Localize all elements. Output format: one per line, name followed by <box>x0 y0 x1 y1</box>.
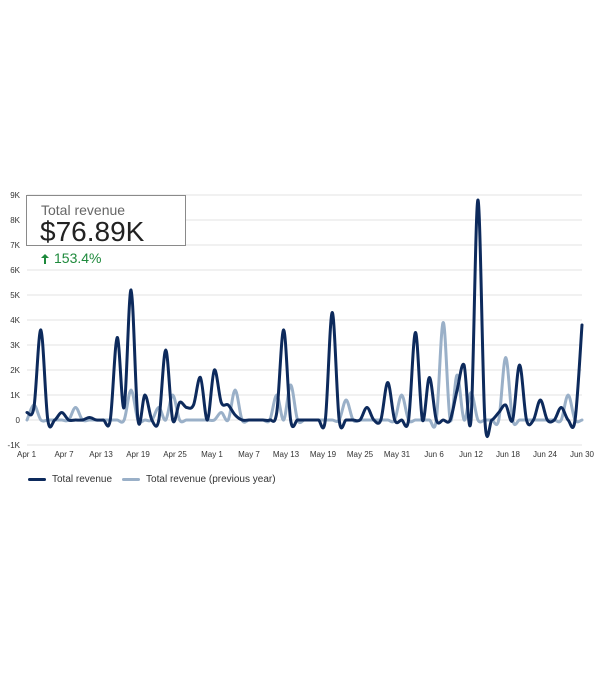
legend-swatch-previous <box>122 478 141 481</box>
chart-legend: Total revenue Total revenue (previous ye… <box>28 474 286 485</box>
legend-swatch-current <box>28 478 46 481</box>
legend-label-current: Total revenue <box>52 474 113 485</box>
x-tick-label: Apr 1 <box>17 450 37 459</box>
series-line-current <box>25 198 584 439</box>
x-tick-label: Jun 12 <box>459 450 484 459</box>
x-tick-label: Apr 7 <box>54 450 74 459</box>
x-axis-ticks: Apr 1 Apr 7 Apr 13 Apr 19 Apr 25 May 1 May 7 Ma… <box>17 450 595 459</box>
series <box>25 198 584 439</box>
y-tick-label: -1K <box>8 441 21 450</box>
y-axis-ticks: -1K 0 1K 2K 3K 4K 5K 6K 7K 8K 9K <box>8 191 21 450</box>
legend-label-previous: Total revenue (previous year) <box>146 474 276 485</box>
x-tick-label: May 1 <box>201 450 223 459</box>
x-tick-label: May 13 <box>273 450 300 459</box>
x-tick-label: Apr 19 <box>126 450 150 459</box>
y-tick-label: 2K <box>10 366 20 375</box>
legend-item-previous[interactable]: Total revenue (previous year) <box>122 474 276 485</box>
y-tick-label: 9K <box>10 191 20 200</box>
y-tick-label: 4K <box>10 316 20 325</box>
y-tick-label: 8K <box>10 216 20 225</box>
x-tick-label: Apr 25 <box>163 450 187 459</box>
legend-item-current[interactable]: Total revenue <box>28 474 112 485</box>
y-tick-label: 5K <box>10 291 20 300</box>
x-tick-label: May 25 <box>347 450 374 459</box>
x-tick-label: Jun 30 <box>570 450 595 459</box>
up-arrow-icon <box>41 254 49 264</box>
kpi-title: Total revenue <box>41 202 126 218</box>
kpi-card: Total revenue $76.89K <box>26 195 186 247</box>
x-tick-label: May 19 <box>310 450 337 459</box>
y-tick-label: 1K <box>10 391 20 400</box>
x-tick-label: May 7 <box>238 450 260 459</box>
x-tick-label: Jun 24 <box>533 450 558 459</box>
y-tick-label: 7K <box>10 241 20 250</box>
x-tick-label: Jun 6 <box>424 450 444 459</box>
kpi-change: 153.4% <box>54 250 102 266</box>
x-tick-label: May 31 <box>384 450 411 459</box>
x-tick-label: Jun 18 <box>496 450 521 459</box>
kpi-value: $76.89K <box>40 216 145 247</box>
y-tick-label: 0 <box>16 416 21 425</box>
y-tick-label: 3K <box>10 341 20 350</box>
x-tick-label: Apr 13 <box>89 450 113 459</box>
y-tick-label: 6K <box>10 266 20 275</box>
